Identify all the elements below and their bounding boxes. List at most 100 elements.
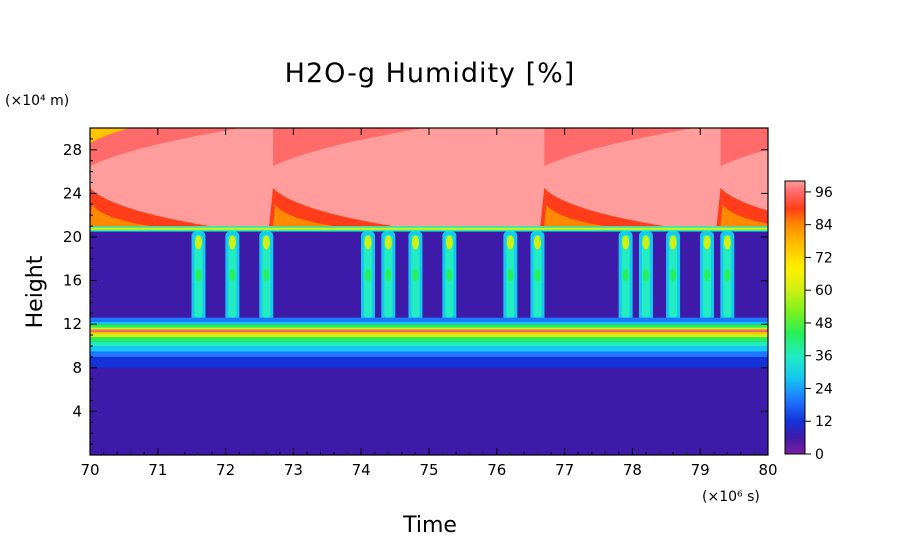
colorbar-tick-label-0: 0 (815, 447, 824, 463)
y-tick-label-5: 24 (63, 184, 82, 202)
x-tick-label-7: 77 (555, 461, 574, 479)
plume-core-low-12 (703, 269, 710, 282)
dry-layer-base (90, 317, 768, 323)
y-tick-label-6: 28 (63, 141, 82, 159)
moist-band-6 (90, 331, 768, 335)
plume-core-low-10 (642, 269, 649, 282)
x-tick-label-3: 73 (284, 461, 303, 479)
plume-0 (191, 231, 206, 323)
burst-3 (716, 128, 768, 227)
colorbar-tick-label-6: 72 (815, 250, 833, 266)
colorbar-tick-label-3: 36 (815, 349, 833, 365)
x-axis-label: Time (402, 513, 457, 538)
plume-core-low-8 (534, 269, 541, 282)
burst-orange-1 (273, 204, 334, 227)
plume-core-low-2 (263, 269, 270, 282)
y-tick-label-2: 12 (63, 315, 82, 333)
plume-core-13 (723, 235, 731, 250)
plume-10 (638, 231, 653, 323)
burst-orange-3 (720, 204, 768, 227)
moist-band-4 (90, 337, 768, 342)
upper-saturated-layer (90, 128, 768, 229)
plume-6 (442, 231, 457, 323)
plume-13 (720, 231, 735, 323)
y-unit-label: (×10⁴ m) (5, 93, 69, 109)
x-tick-label-1: 71 (148, 461, 167, 479)
moist-band-1 (90, 351, 768, 357)
plume-8 (530, 231, 545, 323)
colorbar-tick-label-8: 96 (815, 185, 833, 201)
plot-area (90, 128, 768, 455)
y-tick-label-1: 8 (72, 359, 82, 377)
y-tick-label-4: 20 (63, 228, 82, 246)
burst-red-0 (90, 187, 210, 227)
y-axis-label: Height (23, 255, 48, 328)
colorbar (785, 181, 805, 454)
plume-core-6 (445, 235, 453, 250)
plume-3 (360, 231, 375, 323)
plume-core-4 (384, 235, 392, 250)
plume-7 (503, 231, 518, 323)
colorbar-axis: 0 12 24 36 48 60 72 84 96 (805, 185, 833, 463)
plume-core-low-9 (622, 269, 629, 282)
plume-core-low-3 (364, 269, 371, 282)
burst-orange-0 (90, 204, 150, 227)
x-unit-label: (×10⁶ s) (702, 489, 760, 505)
plume-12 (699, 231, 714, 323)
plume-core-11 (669, 235, 677, 250)
plume-core-0 (194, 235, 202, 250)
chart-title: H2O-g Humidity [%] (285, 58, 576, 89)
x-tick-label-10: 80 (758, 461, 777, 479)
moist-band-3 (90, 341, 768, 346)
tropopause-line-inner (90, 227, 768, 230)
x-tick-label-2: 72 (216, 461, 235, 479)
plume-4 (381, 231, 396, 323)
colorbar-tick-label-1: 12 (815, 414, 833, 430)
plume-core-2 (262, 235, 270, 250)
burst-red-1 (269, 187, 394, 227)
plume-core-3 (364, 235, 372, 250)
burst-0 (90, 128, 240, 227)
burst-top-3 (720, 128, 768, 167)
moist-band-9 (90, 324, 768, 328)
burst-2 (540, 128, 695, 227)
burst-orange-2 (544, 204, 605, 227)
plume-5 (408, 231, 423, 323)
plume-core-10 (642, 235, 650, 250)
moist-band-2 (90, 346, 768, 352)
colorbar-tick-label-7: 84 (815, 218, 833, 234)
moist-band-8 (90, 327, 768, 330)
burst-top-0 (90, 128, 240, 167)
y-tick-label-0: 4 (72, 402, 82, 420)
burst-red-2 (540, 187, 665, 227)
moist-band-5 (90, 334, 768, 338)
colorbar-frame (784, 180, 806, 455)
plume-core-5 (411, 235, 419, 250)
burst-top-2 (544, 128, 695, 167)
plume-core-low-0 (195, 269, 202, 282)
plume-core-low-6 (446, 269, 453, 282)
moist-band-10 (90, 320, 768, 325)
x-axis: 70 71 72 73 74 75 76 77 78 79 80 (80, 128, 778, 479)
x-tick-label-0: 70 (80, 461, 99, 479)
moist-band-7 (90, 329, 768, 332)
burst-top-1 (273, 128, 424, 167)
y-axis: 4 8 12 16 20 24 28 (63, 138, 768, 445)
plume-core-low-4 (385, 269, 392, 282)
plume-core-8 (533, 235, 541, 250)
x-tick-label-9: 79 (691, 461, 710, 479)
plume-core-low-5 (412, 269, 419, 282)
plume-core-low-13 (724, 269, 731, 282)
plume-core-1 (228, 235, 236, 250)
burst-1 (269, 128, 424, 227)
x-tick-label-8: 78 (623, 461, 642, 479)
x-tick-label-5: 75 (419, 461, 438, 479)
plume-2 (259, 231, 274, 323)
plume-9 (618, 231, 633, 323)
x-tick-label-6: 76 (487, 461, 506, 479)
colorbar-tick-label-5: 60 (815, 283, 833, 299)
plume-1 (225, 231, 240, 323)
plume-core-7 (506, 235, 514, 250)
corner-saturation (90, 128, 130, 144)
